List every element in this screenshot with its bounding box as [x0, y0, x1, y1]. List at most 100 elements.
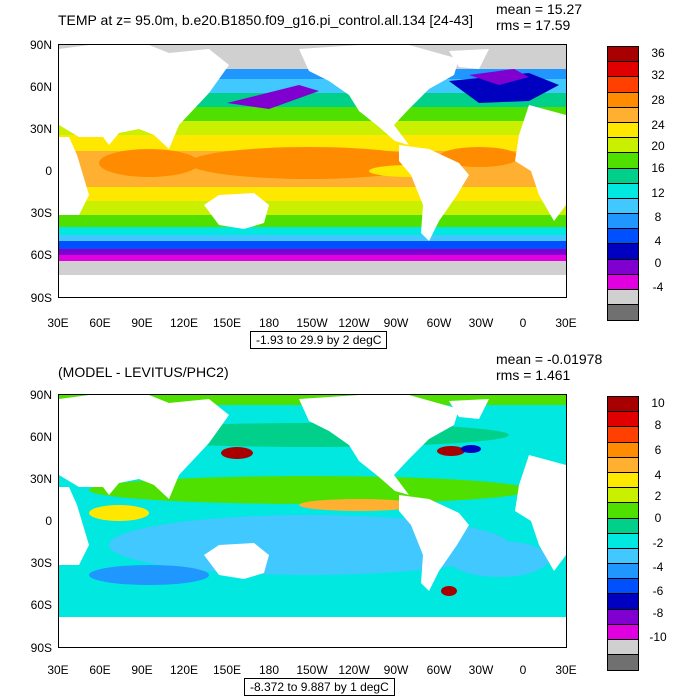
top-colorbar-cell [608, 290, 638, 306]
bottom-colorbar-label: 6 [654, 443, 662, 457]
top-band-south6 [59, 241, 566, 249]
bottom-colorbar-cell [608, 412, 638, 428]
bottom-lat-label-60n: 60N [29, 430, 52, 444]
top-lon-label-90w: 90W [383, 316, 409, 330]
top-colorbar-cell [608, 183, 638, 199]
top-colorbar-cell [608, 107, 638, 123]
top-lon-label-30e: 30E [47, 316, 69, 330]
top-band-north1 [59, 69, 566, 79]
top-colorbar-label: 16 [651, 161, 665, 175]
top-subpolar-gyre [449, 73, 559, 103]
bottom-colorbar [607, 396, 639, 672]
top-lon-label-30e-end: 30E [555, 316, 577, 330]
bottom-antarctica [59, 617, 566, 647]
bottom-north-subtropic-zone [89, 476, 529, 504]
bottom-africa-east [59, 487, 89, 565]
bottom-colorbar-cell [608, 397, 638, 413]
top-mean: mean = 15.27 [496, 1, 583, 17]
bottom-malvinas-hotspot [441, 586, 457, 596]
bottom-contour-range: -8.372 to 9.887 by 1 degC [244, 678, 395, 696]
bottom-colorbar-label: 4 [654, 468, 662, 482]
bottom-lon-label-90w: 90W [383, 663, 409, 677]
top-colorbar-label: 4 [654, 234, 662, 248]
bottom-lat-label-30s: 30S [30, 556, 52, 570]
bottom-lon-label-60e: 60E [89, 663, 111, 677]
bottom-colorbar-cell [608, 427, 638, 443]
top-colorbar-cell [608, 77, 638, 93]
bottom-north-america [299, 395, 459, 495]
bottom-eurasia [59, 395, 229, 499]
top-colorbar-cell [608, 62, 638, 78]
bottom-labrador-coldspot [461, 445, 481, 453]
bottom-lon-label-30w: 30W [468, 663, 494, 677]
top-band-south3 [59, 215, 566, 227]
top-colorbar-cell [608, 47, 638, 63]
bottom-colorbar-cell [608, 609, 638, 625]
top-lat-label-0: 0 [45, 164, 52, 178]
top-lon-label-0: 0 [519, 316, 527, 330]
top-band-south5 [59, 235, 566, 241]
top-colorbar-label: 8 [654, 210, 662, 224]
top-colorbar-cell [608, 259, 638, 275]
bottom-lon-label-60w: 60W [426, 663, 452, 677]
top-north-america [299, 45, 459, 145]
top-colorbar-label: 20 [651, 139, 665, 153]
bottom-kuroshio-hotspot [221, 447, 253, 459]
top-colorbar-cell [608, 214, 638, 230]
top-lat-label-60n: 60N [29, 80, 52, 94]
top-colorbar-label: -4 [652, 280, 664, 294]
top-colorbar-label: 0 [654, 256, 662, 270]
bottom-colorbar-cell [608, 533, 638, 549]
bottom-rms: rms = 1.461 [496, 367, 571, 383]
top-colorbar-cell [608, 244, 638, 260]
top-antarctica [59, 275, 566, 297]
top-colorbar-cell [608, 92, 638, 108]
top-lon-label-90e: 90E [131, 316, 153, 330]
bottom-gulf-stream-hotspot [437, 446, 465, 456]
bottom-lat-label-60s: 60S [30, 598, 52, 612]
bottom-greenland [449, 399, 489, 419]
top-colorbar-cell [608, 305, 638, 321]
top-africa-west [515, 105, 566, 221]
bottom-indian-positive [89, 505, 149, 521]
top-warm-pool-indian [99, 149, 199, 177]
bottom-colorbar-label: 2 [654, 489, 662, 503]
top-colorbar-label: 32 [651, 68, 665, 82]
top-title: TEMP at z= 95.0m, b.e20.B1850.f09_g16.pi… [58, 12, 473, 28]
bottom-title: (MODEL - LEVITUS/PHC2) [58, 364, 229, 380]
top-lon-label-180: 180 [258, 316, 280, 330]
bottom-south-america [399, 495, 469, 591]
bottom-lon-label-150w: 150W [296, 663, 328, 677]
bottom-colorbar-label: 10 [651, 396, 665, 410]
bottom-lon-label-90e: 90E [131, 663, 153, 677]
top-lat-label-90n: 90N [29, 38, 52, 52]
top-colorbar-cell [608, 229, 638, 245]
top-warm-pool-atlantic [439, 147, 519, 167]
bottom-lat-label-30n: 30N [29, 472, 52, 486]
top-band-north6 [59, 135, 566, 151]
bottom-mean: mean = -0.01978 [496, 351, 603, 367]
bottom-colorbar-label: -4 [652, 560, 664, 574]
bottom-colorbar-cell [608, 579, 638, 595]
bottom-colorbar-cell [608, 442, 638, 458]
bottom-colorbar-cell [608, 548, 638, 565]
top-colorbar [607, 46, 639, 322]
top-band-south4 [59, 227, 566, 235]
bottom-lon-label-120w: 120W [338, 663, 370, 677]
top-colorbar-cell [608, 168, 638, 184]
top-lon-label-120w: 120W [338, 316, 370, 330]
top-colorbar-label: 36 [651, 46, 665, 60]
top-australia [204, 193, 269, 229]
top-south-america [399, 145, 469, 241]
bottom-colorbar-cell [608, 640, 638, 656]
bottom-indian-south [89, 565, 209, 585]
top-colorbar-label: 28 [651, 93, 665, 107]
bottom-pacific-positive [299, 499, 419, 511]
bottom-colorbar-label: -6 [652, 584, 664, 598]
top-okhotsk-sea [227, 85, 319, 109]
top-map [58, 44, 567, 298]
top-colorbar-label: 12 [651, 186, 665, 200]
bottom-colorbar-label: 8 [654, 418, 662, 432]
bottom-lon-label-30e: 30E [47, 663, 69, 677]
top-band-south7 [59, 249, 566, 255]
